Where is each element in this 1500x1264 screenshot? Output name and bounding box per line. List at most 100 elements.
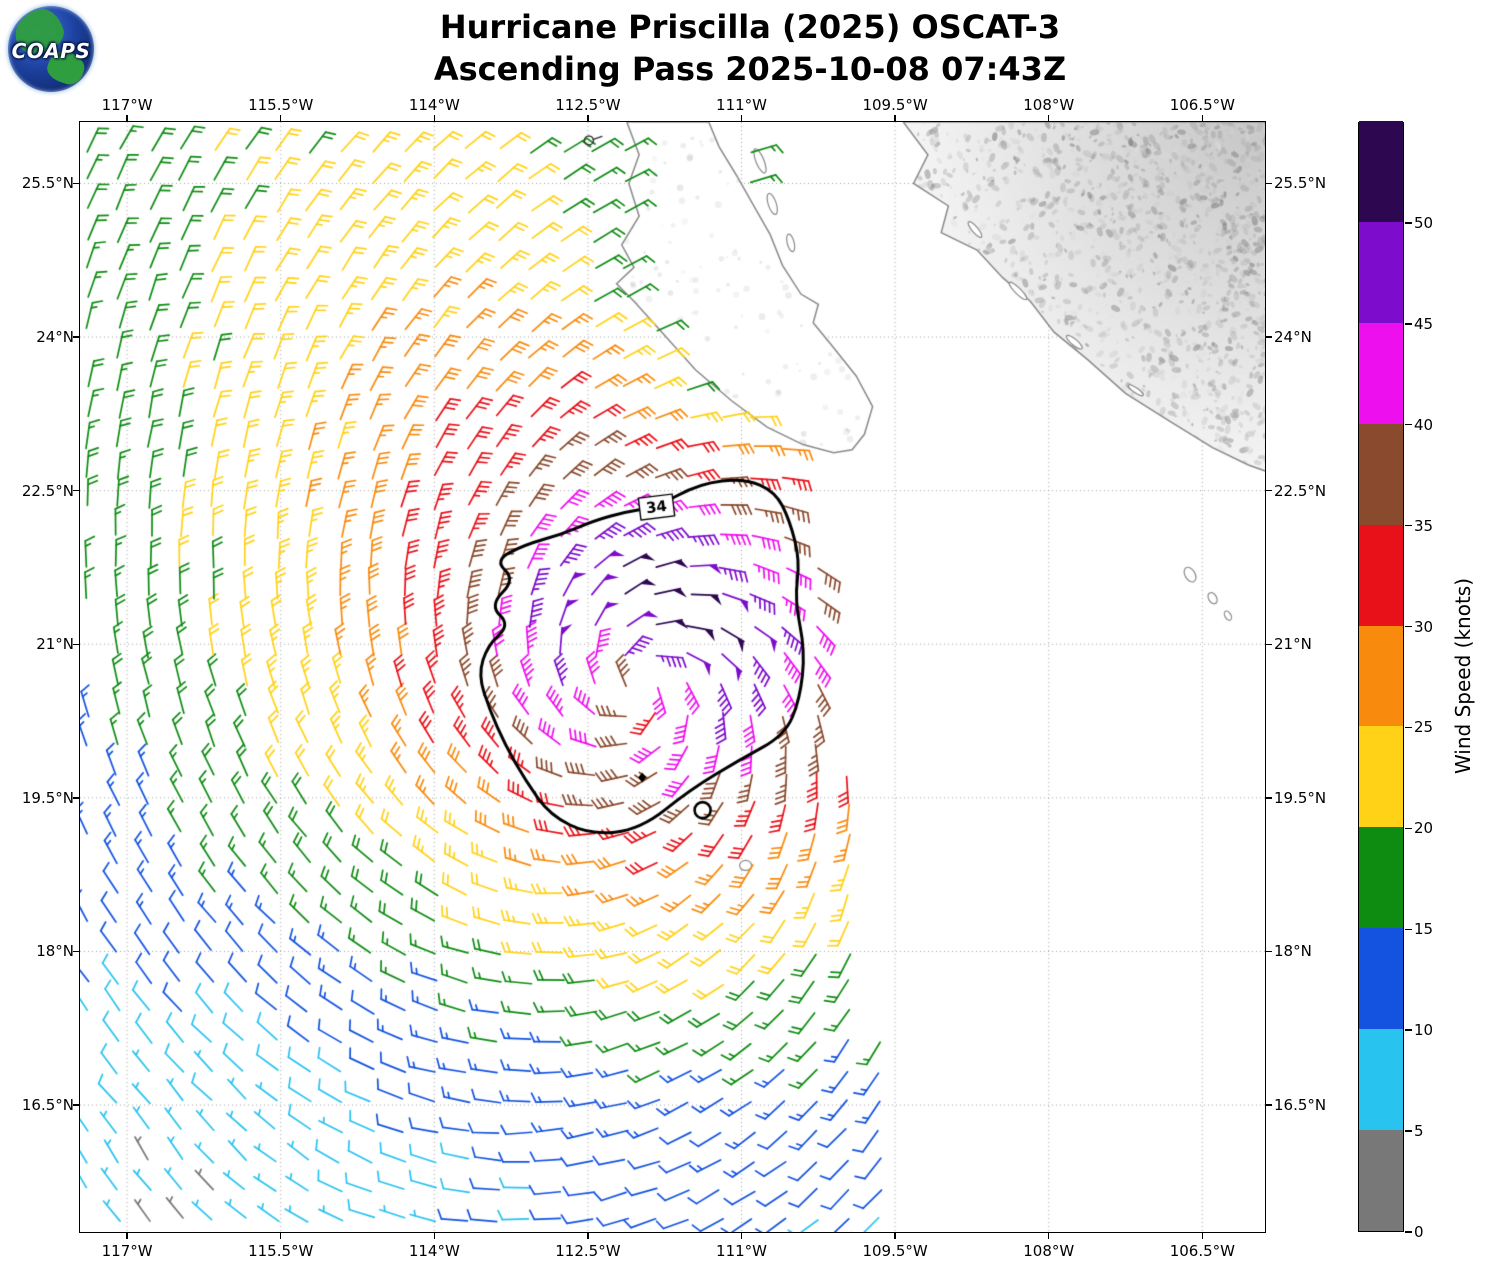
x-tick-mark [740,115,743,121]
y-tick-label-right: 22.5°N [1274,481,1327,500]
y-tick-mark [1266,489,1272,492]
y-tick-label-left: 18°N [36,942,74,961]
colorbar-segment [1359,726,1403,828]
coaps-logo: COAPS [8,6,94,92]
y-tick-mark [1266,182,1272,185]
y-tick-label-left: 16.5°N [21,1096,74,1115]
y-tick-mark [1266,950,1272,953]
x-tick-label-top: 111°W [716,96,767,114]
y-tick-label-right: 19.5°N [1274,788,1327,807]
x-tick-label-bottom: 108°W [1023,1242,1075,1260]
colorbar-tick-label: 25 [1414,718,1434,737]
colorbar-segment [1359,1029,1403,1131]
y-tick-label-right: 16.5°N [1274,1096,1327,1115]
colorbar-tick-label: 50 [1414,213,1434,232]
x-tick-mark [894,1233,896,1239]
colorbar-tick-label: 5 [1414,1122,1424,1141]
x-tick-mark [126,1233,128,1239]
y-tick-label-left: 19.5°N [21,788,74,807]
y-tick-mark [1266,797,1272,799]
wind-barb-map [80,122,1265,1232]
colorbar-tick-mark [1405,1029,1412,1031]
y-tick-mark [1266,1104,1272,1106]
globe-icon [8,6,94,92]
colorbar-segment [1359,121,1403,222]
colorbar-segment [1359,928,1403,1030]
x-tick-label-bottom: 111°W [716,1242,767,1260]
y-tick-label-right: 24°N [1274,328,1312,347]
y-tick-mark [1266,336,1272,338]
colorbar-tick-mark [1405,1231,1412,1233]
y-tick-mark [73,489,79,492]
title-line2: Ascending Pass 2025-10-08 07:43Z [433,50,1067,89]
x-tick-mark [433,1233,436,1239]
x-tick-mark [587,115,589,121]
colorbar-segment [1359,322,1403,424]
colorbar-tick-mark [1405,625,1412,628]
colorbar-label: Wind Speed (knots) [1451,577,1475,775]
x-tick-mark [1201,1233,1204,1239]
y-tick-label-left: 25.5°N [21,174,74,193]
y-tick-label-left: 24°N [36,328,74,347]
y-tick-mark [1266,643,1272,645]
colorbar-tick-label: 0 [1414,1223,1424,1241]
colorbar-segment [1359,221,1403,323]
y-tick-mark [73,182,79,185]
x-tick-label-top: 114°W [408,96,460,114]
colorbar-segment [1359,423,1403,525]
figure-title: Hurricane Priscilla (2025) OSCAT-3 Ascen… [0,6,1500,90]
colorbar-tick-label: 40 [1414,415,1434,434]
x-tick-label-bottom: 114°W [408,1242,460,1260]
x-tick-mark [1047,115,1050,121]
colorbar-tick-label: 10 [1414,1021,1434,1040]
x-tick-mark [740,1233,743,1239]
colorbar-tick-label: 45 [1414,314,1434,333]
colorbar-tick-mark [1405,928,1412,931]
colorbar-tick-label: 15 [1414,920,1434,939]
colorbar-tick-label: 30 [1414,617,1434,636]
y-tick-label-right: 18°N [1274,942,1312,961]
x-tick-label-bottom: 112.5°W [555,1242,621,1260]
x-tick-mark [894,115,896,121]
colorbar-segment [1359,827,1403,929]
colorbar-segment [1359,625,1403,727]
colorbar [1358,121,1404,1232]
logo-text: COAPS [11,39,91,63]
x-tick-mark [587,1233,589,1239]
x-tick-label-top: 112.5°W [555,96,621,114]
colorbar-tick-mark [1405,222,1412,224]
y-tick-label-left: 21°N [36,635,74,654]
x-tick-label-top: 109.5°W [862,96,928,114]
y-tick-mark [73,797,79,799]
colorbar-tick-mark [1405,423,1412,426]
colorbar-tick-label: 20 [1414,819,1434,838]
x-tick-mark [433,115,436,121]
x-tick-mark [279,115,282,121]
colorbar-tick-mark [1405,1130,1412,1132]
title-line1: Hurricane Priscilla (2025) OSCAT-3 [439,8,1061,46]
x-tick-label-top: 117°W [101,96,153,114]
y-tick-label-right: 21°N [1274,635,1312,654]
colorbar-tick-mark [1405,726,1412,729]
colorbar-segment [1359,1130,1403,1231]
x-tick-mark [1201,115,1204,121]
x-tick-label-top: 108°W [1023,96,1075,114]
x-tick-label-top: 106.5°W [1169,96,1235,114]
x-tick-label-bottom: 117°W [101,1242,153,1260]
y-tick-mark [73,950,79,953]
y-tick-mark [73,643,79,645]
x-tick-mark [279,1233,282,1239]
x-tick-mark [1047,1233,1050,1239]
colorbar-tick-mark [1405,827,1412,830]
x-tick-label-bottom: 109.5°W [862,1242,928,1260]
colorbar-segment [1359,524,1403,626]
colorbar-tick-mark [1405,323,1412,325]
y-tick-label-right: 25.5°N [1274,174,1327,193]
y-tick-label-left: 22.5°N [21,481,74,500]
colorbar-tick-label: 35 [1414,516,1434,535]
colorbar-tick-mark [1405,524,1412,527]
x-tick-mark [126,115,128,121]
x-tick-label-bottom: 115.5°W [248,1242,314,1260]
x-tick-label-top: 115.5°W [248,96,314,114]
